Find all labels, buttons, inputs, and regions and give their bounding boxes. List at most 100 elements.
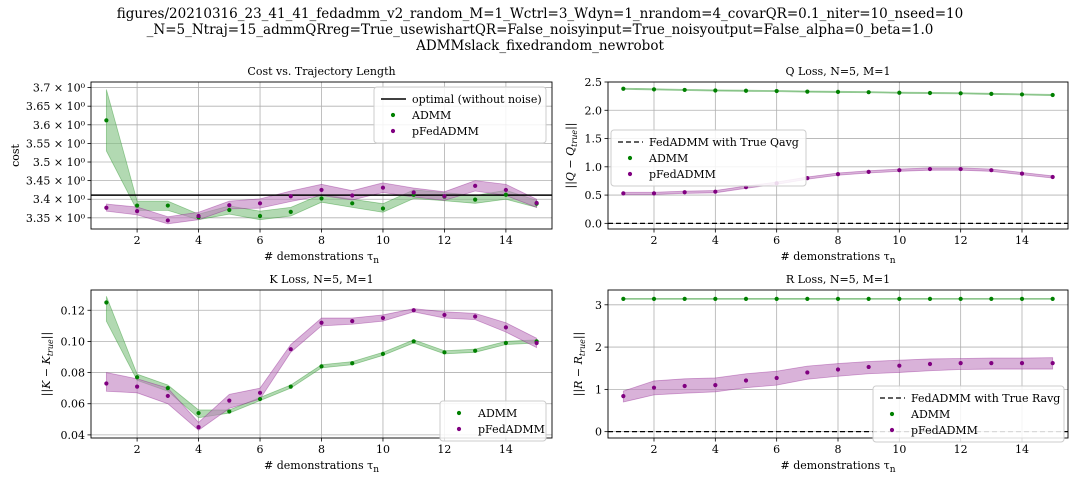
k-admm-point [411,339,416,344]
k-pfedadmm-point [196,424,201,430]
k-ytick-label: 0.04 [61,429,86,442]
k-legend-label: ADMM [477,407,517,420]
r-xtick-label: 12 [954,443,968,456]
cost-legend-box [373,86,547,144]
r-admm-point [1019,296,1025,301]
k-pfedadmm-point [257,390,263,395]
cost-title: Cost vs. Trajectory Length [247,65,395,78]
k-pfedadmm-point [534,340,539,346]
r-legend: FedADMM with True Ravg ADMM pFedADMM [872,385,1065,443]
k-admm-point [104,300,109,305]
k-xtick-label: 14 [499,443,513,456]
r-admm-point [805,296,810,301]
figure-title: figures/20210316_23_41_41_fedadmm_v2_ran… [0,6,1080,54]
k-admm-point [288,384,293,389]
q-admm-point [1050,92,1055,98]
cost-xtick-label: 6 [257,234,264,247]
k-legend-box [439,400,547,442]
q-admm-point [866,90,871,95]
cost-xtick-label: 10 [376,234,390,247]
k-xtick-label: 4 [195,443,202,456]
r-xtick-label: 4 [712,443,719,456]
r-xtick-label: 2 [651,443,658,456]
k-pfedadmm-point [165,393,170,399]
k-admm-point [196,410,201,416]
r-ytick-label: 0 [595,426,602,439]
r-pfedadmm-point [1050,361,1055,366]
k-pfedadmm-point [411,308,416,313]
k-ytick-label: 0.12 [61,304,86,317]
cost-legend-label: optimal (without noise) [412,93,542,106]
q-admm-point [743,88,749,93]
q-admm-point [927,90,933,96]
q-pfedadmm-point [835,172,841,177]
k-ytick-label: 0.10 [61,335,86,348]
q-legend-marker [627,155,633,161]
k-title: K Loss, N=5, M=1 [269,273,373,286]
q-ylabel: ||Q − Qtrue|| [564,122,579,188]
k-admm-point [503,340,508,346]
k-admm-point [473,348,478,353]
figure-title-line-1: figures/20210316_23_41_41_fedadmm_v2_ran… [116,6,964,22]
cost-admm-point [135,203,140,208]
r-admm-point [958,296,963,301]
cost-ytick-label: 3.6 × 10⁰ [33,119,86,132]
q-ytick-label: 2.0 [585,104,603,117]
q-xtick-label: 4 [712,234,719,247]
q-admm-point [989,91,994,96]
q-admm-point [805,89,810,94]
r-admm-point [621,296,626,301]
q-xtick-label: 10 [892,234,906,247]
r-xlabel: # demonstrations τn [781,459,896,475]
q-admm-point [1019,92,1025,97]
k-ytick-label: 0.08 [61,367,86,380]
cost-pfedadmm-point [288,194,293,199]
q-pfedadmm-point [621,191,626,196]
cost-pfedadmm-point [380,185,386,190]
cost-ylabel: cost [9,144,22,167]
r-pfedadmm-point [897,363,902,368]
r-xtick-label: 6 [773,443,780,456]
r-admm-point [927,296,933,301]
r-title: R Loss, N=5, M=1 [786,273,890,286]
cost-pfedadmm-point [319,187,324,193]
q-admm-point [897,90,902,95]
q-pfedadmm-point [989,168,994,173]
r-xtick-label: 14 [1015,443,1029,456]
k-admm-point [135,375,140,380]
cost-admm-point [503,192,508,197]
q-xtick-label: 12 [954,234,968,247]
k-xtick-label: 2 [134,443,141,456]
r-admm-point [989,296,994,301]
cost-pfedadmm-point [442,194,447,199]
cost-ytick-label: 3.55 × 10⁰ [26,137,86,150]
q-admm-point [713,88,718,93]
cost-admm-point [350,201,355,206]
r-admm-point [866,296,871,301]
q-admm-point [651,87,657,92]
q-xtick-label: 14 [1015,234,1029,247]
r-pfedadmm-point [713,383,718,388]
cost-admm-point [257,213,263,219]
cost-admm-point [380,206,386,211]
cost-legend: optimal (without noise) ADMM pFedADMM [373,86,547,144]
k-admm-point [319,364,324,369]
cost-pfedadmm-point [534,200,539,206]
r-admm-point [897,296,902,301]
k-pfedadmm-point [104,381,109,386]
cost-pfedadmm-point [165,218,170,223]
k-xtick-label: 12 [437,443,451,456]
r-pfedadmm-point [743,378,749,383]
cost-ytick-label: 3.35 × 10⁰ [26,212,86,225]
r-pfedadmm-point [621,394,626,399]
k-admm-point [350,361,355,366]
cost-xtick-label: 4 [195,234,202,247]
q-title: Q Loss, N=5, M=1 [785,65,890,78]
cost-ytick-label: 3.5 × 10⁰ [33,156,86,169]
q-xtick-label: 8 [835,234,842,247]
r-pfedadmm-point [651,385,657,390]
k-pfedadmm-point [350,319,355,324]
k-pfedadmm-point [380,315,386,321]
